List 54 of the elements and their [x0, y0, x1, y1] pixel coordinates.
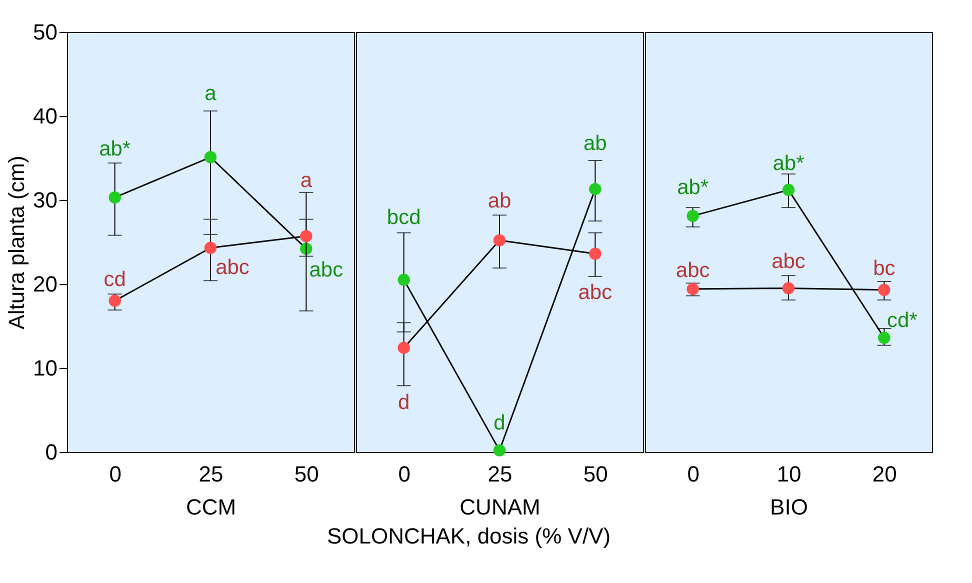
y-tick-label: 50 — [33, 20, 58, 44]
point — [493, 234, 506, 246]
y-tick-label: 10 — [33, 356, 58, 380]
text: SOLONCHAK, dosis (% V/V) — [326, 524, 611, 548]
data-label: a — [204, 82, 217, 106]
point — [878, 332, 890, 344]
data-label: bcd — [386, 206, 421, 229]
y-axis-title: Altura planta (cm) — [4, 156, 30, 330]
point — [300, 230, 312, 242]
x-tick-label: 0 — [398, 462, 410, 486]
x-tick-label: 50 — [583, 462, 608, 486]
point — [589, 182, 602, 196]
point — [398, 274, 410, 286]
point — [108, 294, 121, 307]
data-label: a — [300, 169, 312, 192]
x-axis-title: CUNAM — [460, 494, 540, 520]
x-axis-title: BIO — [770, 494, 808, 520]
x-tick-label: 10 — [776, 462, 802, 486]
point — [782, 282, 795, 294]
point — [108, 191, 121, 204]
data-label: ab* — [677, 176, 709, 199]
y-tick-label: 40 — [33, 104, 58, 128]
point — [878, 284, 890, 296]
data-label: bc — [873, 256, 896, 280]
x-axis-title: CCM — [186, 494, 236, 520]
data-label: abc — [578, 280, 612, 304]
x-tick-label: 25 — [488, 462, 512, 486]
data-label: d — [398, 390, 410, 414]
data-label: ab — [583, 132, 607, 156]
data-label: abc — [772, 250, 806, 274]
x-tick-label: 25 — [198, 462, 224, 486]
data-label: d — [494, 411, 506, 434]
point — [686, 210, 699, 222]
point — [204, 242, 217, 254]
point — [589, 248, 602, 260]
x-tick-label: 50 — [294, 462, 319, 486]
data-label: ab — [488, 189, 512, 212]
point — [782, 184, 795, 196]
x-tick-label: 20 — [872, 462, 897, 486]
data-label: abc — [676, 259, 710, 282]
y-tick-label: 20 — [33, 272, 58, 296]
point — [398, 342, 410, 354]
data-label: abc — [309, 258, 344, 282]
x-tick-label: 0 — [109, 462, 122, 486]
point — [493, 444, 506, 456]
y-tick-label: 30 — [33, 188, 58, 212]
data-label: cd — [104, 268, 126, 291]
y-tick-label: 0 — [45, 440, 58, 464]
data-label: ab* — [772, 152, 804, 175]
data-label: ab* — [99, 137, 131, 160]
x-tick-label: 0 — [687, 462, 700, 486]
data-label: abc — [216, 256, 250, 279]
point — [204, 151, 217, 164]
data-label: cd* — [886, 308, 918, 332]
